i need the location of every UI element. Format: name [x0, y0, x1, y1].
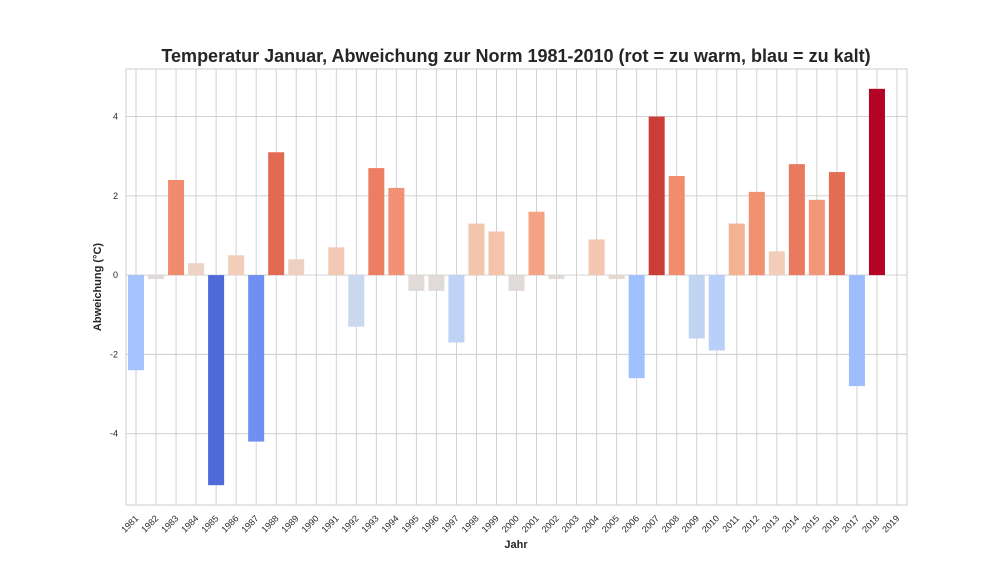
bar-1986 [228, 255, 245, 276]
bar-2008 [668, 176, 685, 276]
bar-1981 [128, 275, 145, 371]
bar-1993 [368, 168, 385, 276]
bar-2011 [728, 223, 745, 276]
y-axis-label: Abweichung (°C) [92, 243, 104, 331]
bar-1998 [468, 223, 485, 276]
bars [128, 88, 885, 486]
bar-2012 [748, 191, 765, 276]
bar-1997 [448, 275, 465, 343]
bar-1996 [428, 275, 445, 291]
y-tick-label: -2 [110, 349, 118, 359]
bar-2007 [648, 116, 665, 276]
bar-1983 [168, 179, 185, 276]
bar-1994 [388, 187, 405, 276]
bar-1989 [288, 259, 305, 276]
bar-2018 [868, 88, 885, 276]
y-tick-label: 0 [113, 270, 118, 280]
bar-1982 [148, 275, 165, 280]
bar-2006 [628, 275, 645, 379]
x-axis-label: Jahr [504, 539, 528, 551]
bar-2002 [548, 275, 565, 280]
bar-2017 [848, 275, 865, 387]
bar-2014 [788, 164, 805, 276]
bar-1991 [328, 247, 345, 276]
plot-frame [125, 68, 908, 506]
y-tick-label: -4 [110, 429, 118, 439]
bar-1988 [268, 152, 285, 276]
bar-2000 [508, 275, 525, 291]
bar-2005 [608, 275, 625, 280]
bar-2010 [708, 275, 725, 351]
bar-1992 [348, 275, 365, 327]
bar-1985 [208, 275, 225, 486]
bar-2016 [828, 172, 845, 276]
bar-1987 [248, 275, 265, 442]
bar-1995 [408, 275, 425, 291]
bar-1984 [188, 263, 205, 276]
y-tick-label: 4 [113, 112, 118, 122]
bar-2009 [688, 275, 705, 339]
bar-1999 [488, 231, 505, 276]
bar-2015 [808, 199, 825, 276]
bar-2001 [528, 211, 545, 276]
bar-2013 [768, 251, 785, 276]
bar-2004 [588, 239, 605, 276]
chart-title: Temperatur Januar, Abweichung zur Norm 1… [161, 46, 870, 66]
y-tick-label: 2 [113, 191, 118, 201]
y-tick-labels: -4 -2 0 2 4 [110, 112, 118, 439]
